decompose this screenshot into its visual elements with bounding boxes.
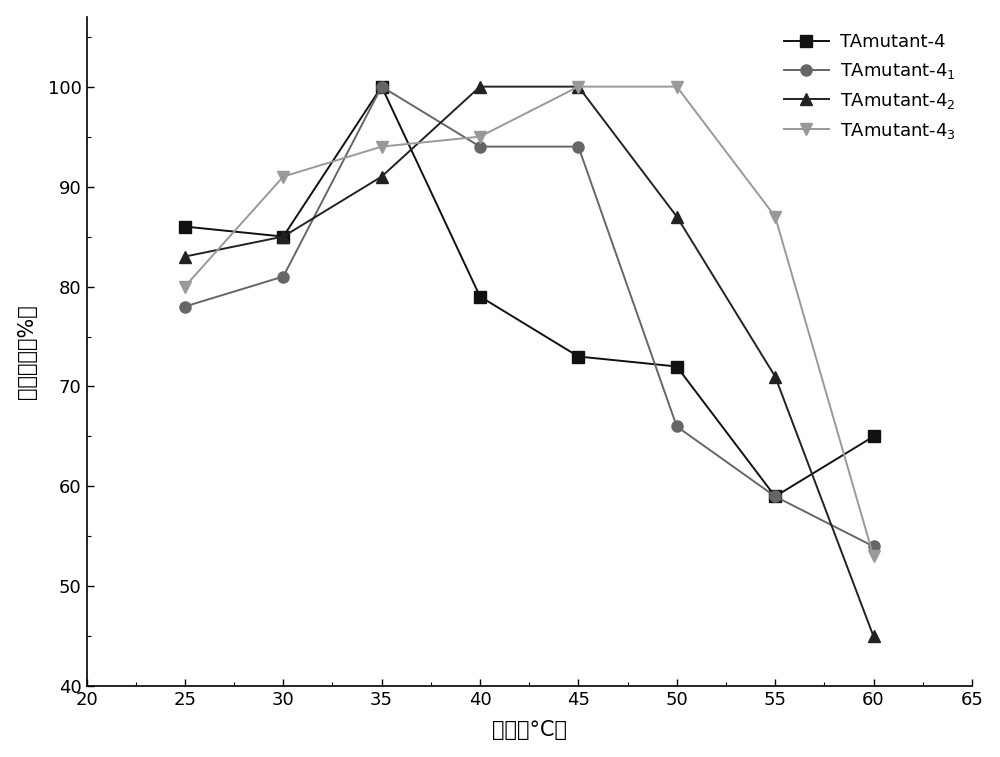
X-axis label: 温度（°C）: 温度（°C） [492,721,567,740]
Y-axis label: 相对酶活（%）: 相对酶活（%） [17,304,37,399]
Legend: TAmutant-4, TAmutant-4$_{1}$, TAmutant-4$_{2}$, TAmutant-4$_{3}$: TAmutant-4, TAmutant-4$_{1}$, TAmutant-4… [777,26,963,148]
